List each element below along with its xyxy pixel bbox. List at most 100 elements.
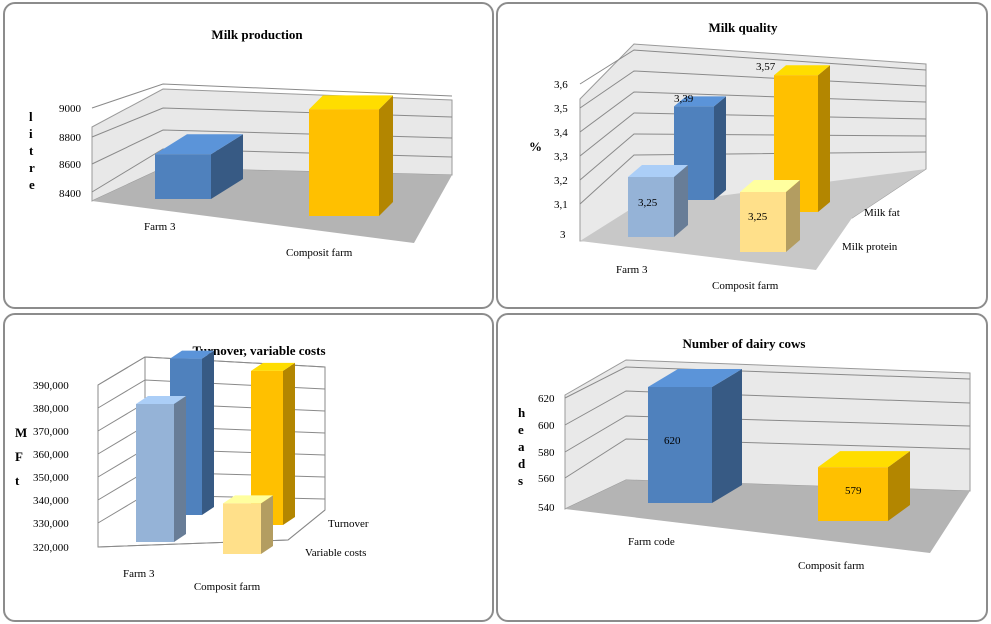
- y-tick: 580: [538, 447, 555, 459]
- bar-side: [818, 65, 830, 212]
- bar-top: [155, 134, 243, 155]
- data-label: 3,57: [756, 61, 776, 73]
- bar-front: [136, 404, 174, 542]
- bar-variable-costs-composit-farm: [223, 495, 273, 554]
- bar-top: [251, 362, 295, 371]
- bar-top: [818, 451, 910, 468]
- series-label: Milk fat: [864, 207, 900, 219]
- milk-production-chart: Milk production 9000 8800 8600 8400 litr…: [29, 27, 453, 259]
- bar-top: [170, 350, 214, 359]
- bars: 620 579: [648, 369, 910, 521]
- y-tick: 3,1: [554, 199, 568, 211]
- category-label: Farm 3: [123, 568, 155, 580]
- chart-panel-turnover: Turnover, variable costs 390,000 380,000…: [3, 313, 494, 622]
- category-label: Composit farm: [712, 280, 779, 292]
- y-axis-label-letter: a: [518, 439, 525, 454]
- bar-side: [283, 362, 295, 525]
- data-label: 3,39: [674, 93, 694, 105]
- chart-panel-dairy-cows: Number of dairy cows 620 600 580 560 540…: [496, 313, 988, 622]
- chart-title: Milk production: [211, 27, 303, 42]
- bar-side: [712, 369, 742, 503]
- chart-panel-milk-quality: Milk quality 3,6 3,5 3,4 3,3 3,2 3,1 3 %…: [496, 2, 988, 309]
- data-label: 579: [845, 485, 862, 497]
- y-axis-label-letter: d: [518, 456, 526, 471]
- series-label: Turnover: [328, 518, 369, 530]
- bar-variable-costs-farm-3: [136, 396, 186, 542]
- bar-side: [174, 396, 186, 542]
- bar-side: [674, 165, 688, 237]
- category-label: Farm code: [628, 536, 675, 548]
- data-label: 3,25: [748, 211, 768, 223]
- bar-side: [714, 96, 726, 200]
- y-tick: 350,000: [33, 472, 69, 484]
- y-tick: 330,000: [33, 518, 69, 530]
- y-tick: 560: [538, 473, 555, 485]
- bar-composit-farm: [309, 95, 393, 216]
- gridlines: [564, 366, 971, 479]
- y-tick: 600: [538, 420, 555, 432]
- y-tick: 340,000: [33, 495, 69, 507]
- bars: 3,39 3,57 3,25 3,25: [628, 61, 830, 252]
- bar-front: [628, 177, 674, 237]
- y-tick: 370,000: [33, 426, 69, 438]
- bar-top: [628, 165, 688, 177]
- chart-title: Number of dairy cows: [683, 336, 806, 351]
- y-tick: 360,000: [33, 449, 69, 461]
- y-tick: 8600: [59, 159, 82, 171]
- y-tick: 3: [560, 229, 566, 241]
- y-tick: 390,000: [33, 380, 69, 392]
- category-label: Farm 3: [616, 264, 648, 276]
- data-label: 3,25: [638, 197, 658, 209]
- y-tick: 620: [538, 393, 555, 405]
- y-tick: 540: [538, 502, 555, 514]
- bar-front: [309, 109, 379, 216]
- bar-front: [648, 387, 712, 503]
- y-axis-label-letter: t: [29, 143, 34, 158]
- y-axis-label-letter: M: [15, 425, 27, 440]
- bars: [136, 350, 295, 554]
- chart-title: Turnover, variable costs: [192, 343, 325, 358]
- bar-milk-protein-farm-3: [628, 165, 688, 237]
- y-tick: 8400: [59, 188, 82, 200]
- bar-top: [740, 180, 800, 192]
- y-tick: 9000: [59, 103, 82, 115]
- category-label: Composit farm: [286, 247, 353, 259]
- y-tick: 3,5: [554, 103, 568, 115]
- bar-side: [202, 350, 214, 515]
- series-label: Milk protein: [842, 241, 898, 253]
- y-tick: 3,3: [554, 151, 568, 163]
- bar-front: [818, 467, 888, 521]
- y-tick: 380,000: [33, 403, 69, 415]
- y-axis-label-letter: e: [29, 177, 35, 192]
- y-axis-label-letter: s: [518, 473, 523, 488]
- category-label-line: Composit farm: [194, 581, 261, 593]
- category-label: Farm 3: [144, 221, 176, 233]
- bars: [155, 95, 393, 216]
- y-axis-label: %: [529, 139, 542, 154]
- y-axis-label-letter: i: [29, 126, 33, 141]
- bar-top: [223, 495, 273, 504]
- y-axis-label-letter: t: [15, 473, 20, 488]
- bar-top: [309, 95, 393, 110]
- y-axis-label-letter: l: [29, 109, 33, 124]
- y-axis-label-letter: h: [518, 405, 526, 420]
- bar-farm-3: [155, 134, 243, 199]
- y-tick: 3,2: [554, 175, 568, 187]
- bar-front: [155, 154, 211, 199]
- bar-top: [136, 396, 186, 404]
- category-label: Composit farm: [798, 560, 865, 572]
- y-tick: 3,4: [554, 127, 568, 139]
- bar-composit-farm: [818, 451, 910, 521]
- turnover-chart: Turnover, variable costs 390,000 380,000…: [15, 343, 369, 593]
- bar-top: [648, 369, 742, 387]
- category-label: Composit farm: [194, 581, 261, 593]
- chart-title: Milk quality: [709, 20, 778, 35]
- bar-side: [888, 451, 910, 521]
- dairy-cows-chart: Number of dairy cows 620 600 580 560 540…: [518, 336, 971, 572]
- bar-front: [740, 192, 786, 252]
- bar-side: [379, 95, 393, 216]
- series-label: Variable costs: [305, 547, 366, 559]
- bar-farm-code: [648, 369, 742, 503]
- bar-side: [786, 180, 800, 252]
